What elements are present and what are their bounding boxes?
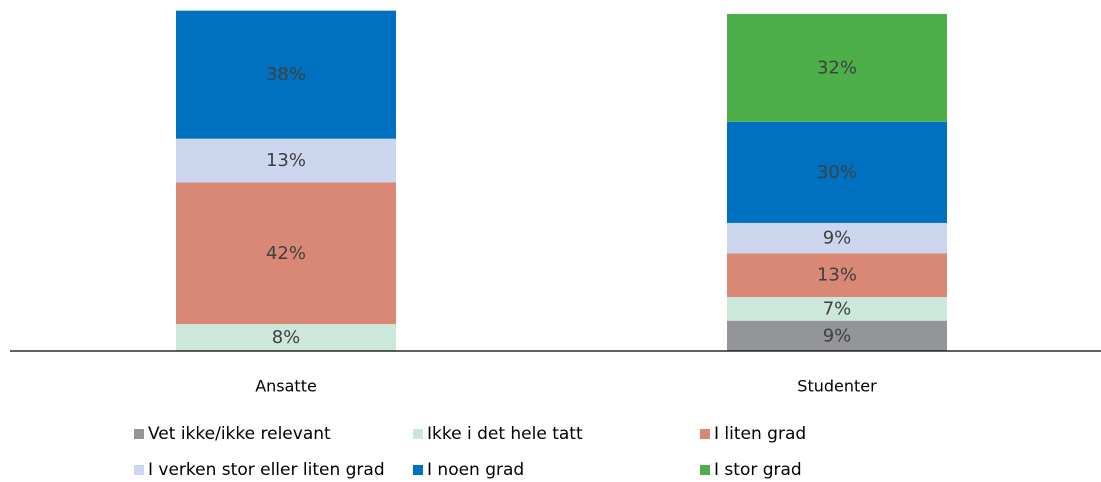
legend-item-vet-ikke-ikke-relevant: Vet ikke/ikke relevant [134, 424, 331, 444]
bar-segment-studenter-ikke-i-det-hele-tatt [727, 297, 947, 321]
data-label-ansatte-ikke-i-det-hele-tatt: 8% [272, 327, 301, 348]
bar-segment-studenter-vet-ikke-ikke-relevant [727, 320, 947, 351]
bar-segment-studenter-i-stor-grad [727, 14, 947, 122]
data-label-studenter-i-liten-grad: 13% [817, 265, 857, 286]
legend-item-i-verken-stor-eller-liten-grad: I verken stor eller liten grad [134, 460, 385, 480]
data-label-studenter-vet-ikke-ikke-relevant: 9% [823, 325, 852, 346]
data-label-studenter-i-stor-grad: 32% [817, 57, 857, 78]
data-label-studenter-i-noen-grad: 30% [817, 162, 857, 183]
bar-segment-studenter-i-verken-stor-eller-liten-grad [727, 222, 947, 254]
legend-swatch-i-verken-stor-eller-liten-grad [134, 465, 144, 475]
legend-item-ikke-i-det-hele-tatt: Ikke i det hele tatt [413, 424, 583, 444]
bar-segment-ansatte-i-verken-stor-eller-liten-grad [176, 138, 396, 183]
legend-item-i-noen-grad: I noen grad [413, 460, 524, 480]
legend-label-i-noen-grad: I noen grad [427, 460, 524, 480]
legend-label-i-liten-grad: I liten grad [714, 424, 806, 444]
data-label-studenter-i-verken-stor-eller-liten-grad: 9% [823, 228, 852, 249]
category-labels: Ansatte Studenter [255, 377, 877, 396]
category-label-ansatte: Ansatte [255, 377, 317, 396]
data-label-studenter-ikke-i-det-hele-tatt: 7% [823, 298, 852, 319]
data-label-ansatte-i-noen-grad: 38% [266, 64, 306, 85]
category-label-studenter: Studenter [797, 377, 877, 396]
bars-group: 8% 42% 13% 38% 9% 7% 13% 9% 30% 32% [176, 10, 947, 351]
legend-label-vet-ikke-ikke-relevant: Vet ikke/ikke relevant [148, 424, 331, 444]
legend-item-i-liten-grad: I liten grad [700, 424, 806, 444]
legend-item-i-stor-grad: I stor grad [700, 460, 802, 480]
data-label-ansatte-i-liten-grad: 42% [266, 243, 306, 264]
data-label-ansatte-i-verken-stor-eller-liten-grad: 13% [266, 150, 306, 171]
legend-label-i-verken-stor-eller-liten-grad: I verken stor eller liten grad [148, 460, 385, 480]
bar-segment-studenter-i-noen-grad [727, 121, 947, 223]
legend-label-ikke-i-det-hele-tatt: Ikke i det hele tatt [427, 424, 583, 444]
legend-swatch-ikke-i-det-hele-tatt [413, 429, 423, 439]
legend-swatch-i-stor-grad [700, 465, 710, 475]
legend-label-i-stor-grad: I stor grad [714, 460, 802, 480]
legend: Vet ikke/ikke relevant Ikke i det hele ta… [134, 424, 806, 480]
bar-segment-ansatte-i-liten-grad [176, 182, 396, 325]
legend-swatch-i-liten-grad [700, 429, 710, 439]
legend-swatch-vet-ikke-ikke-relevant [134, 429, 144, 439]
bar-segment-ansatte-i-noen-grad [176, 10, 396, 139]
bar-segment-ansatte-ikke-i-det-hele-tatt [176, 324, 396, 351]
bar-segment-studenter-i-liten-grad [727, 253, 947, 298]
legend-swatch-i-noen-grad [413, 465, 423, 475]
